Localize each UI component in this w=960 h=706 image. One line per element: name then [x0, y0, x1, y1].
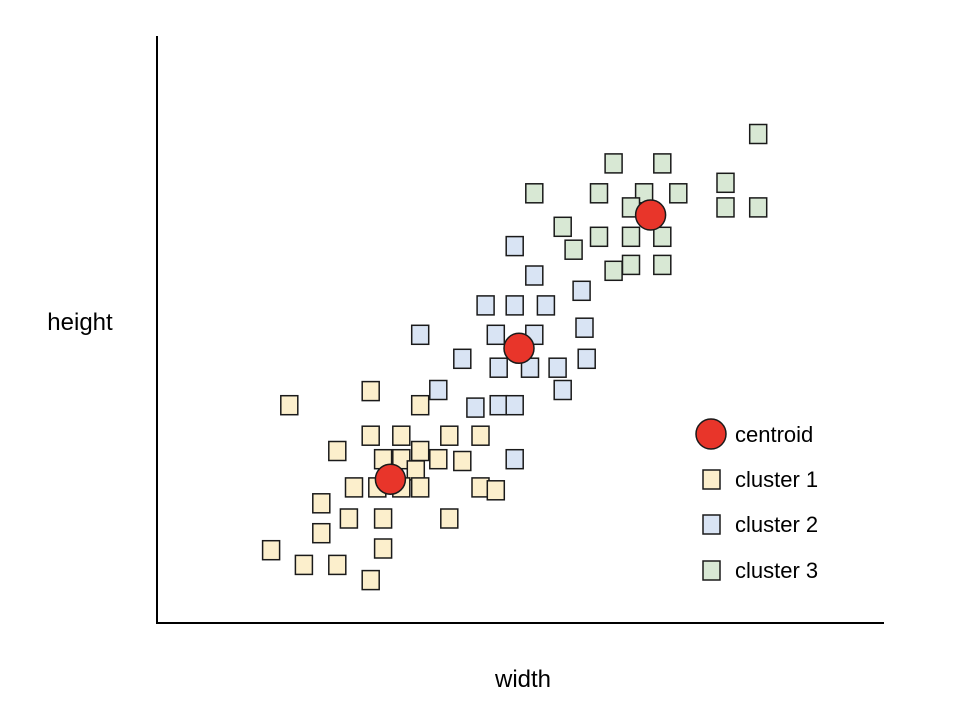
- cluster1-point-15: [344, 477, 364, 498]
- centroid-3: [634, 199, 667, 231]
- cluster1-point-1: [280, 394, 299, 416]
- cluster2-point-12: [489, 357, 508, 378]
- cluster1-point-6: [392, 425, 411, 446]
- cluster3-point-11: [748, 197, 768, 218]
- cluster3-point-18: [621, 254, 641, 276]
- cluster1-point-20: [486, 480, 506, 501]
- cluster1-point-12: [406, 460, 426, 481]
- cluster3-point-1: [748, 123, 768, 145]
- cluster1-point-2: [361, 380, 380, 402]
- cluster2-point-17: [553, 379, 572, 401]
- cluster2-point-4: [505, 295, 524, 316]
- cluster2-point-5: [536, 295, 556, 316]
- centroid-1: [374, 463, 407, 495]
- cluster1-point-3: [410, 394, 430, 416]
- cluster3-point-2: [604, 153, 623, 174]
- centroids-layer: [374, 199, 667, 495]
- cluster2-point-16: [429, 379, 448, 401]
- cluster2-point-11: [453, 348, 472, 370]
- cluster1-point-13: [429, 448, 448, 470]
- cluster3-point-7: [669, 183, 688, 204]
- cluster1-point-21: [312, 493, 331, 514]
- cluster3-point-8: [716, 172, 735, 194]
- legend-cluster2-label: cluster 2: [735, 512, 818, 537]
- cluster3-point-17: [604, 260, 623, 282]
- cluster3-point-19: [653, 254, 672, 276]
- legend-cluster3-marker: [702, 560, 721, 581]
- cluster3-point-13: [589, 226, 609, 248]
- cluster2-point-15: [577, 348, 596, 370]
- cluster2-point-3: [476, 295, 495, 316]
- legend-cluster1-marker: [702, 469, 721, 490]
- cluster2-point-1: [505, 235, 524, 257]
- cluster1-point-9: [471, 425, 490, 446]
- legend: centroid cluster 1 cluster 2 cluster 3: [695, 418, 818, 583]
- legend-centroid-label: centroid: [735, 422, 813, 447]
- cluster1-point-23: [373, 508, 393, 529]
- cluster2-point-8: [486, 324, 506, 346]
- cluster3-point-4: [525, 183, 544, 204]
- cluster1-point-30: [361, 569, 380, 591]
- cluster2-point-21: [505, 448, 524, 470]
- legend-cluster1-label: cluster 1: [735, 467, 818, 492]
- cluster1-point-8: [440, 425, 459, 446]
- cluster3-point-5: [589, 183, 609, 204]
- cluster3-point-15: [653, 226, 672, 248]
- cluster1-point-18: [410, 477, 430, 498]
- x-axis-label: width: [494, 666, 551, 693]
- cluster2-point-20: [505, 394, 524, 416]
- points-layer: [261, 123, 768, 591]
- cluster2-point-10: [575, 317, 594, 338]
- y-axis-label: height: [47, 309, 113, 336]
- cluster1-point-29: [328, 554, 347, 576]
- cluster1-point-19: [471, 477, 490, 498]
- cluster2-point-14: [548, 357, 567, 378]
- cluster3-point-3: [653, 153, 672, 174]
- cluster3-point-14: [621, 226, 641, 248]
- legend-cluster2-marker: [702, 514, 721, 535]
- cluster3-point-10: [716, 197, 735, 218]
- cluster1-point-22: [339, 508, 359, 529]
- cluster2-point-19: [489, 394, 508, 416]
- cluster2-point-7: [410, 324, 430, 346]
- cluster1-point-25: [312, 522, 331, 544]
- axes: [156, 36, 884, 624]
- cluster1-point-27: [261, 539, 281, 561]
- cluster3-point-16: [564, 239, 583, 260]
- cluster1-point-4: [328, 440, 347, 462]
- legend-centroid-marker: [695, 418, 727, 450]
- cluster2-point-6: [572, 280, 591, 302]
- cluster2-point-18: [466, 397, 485, 418]
- centroid-2: [503, 332, 535, 365]
- cluster1-point-26: [373, 538, 393, 559]
- cluster2-point-2: [525, 265, 544, 286]
- cluster1-point-28: [294, 554, 314, 576]
- cluster1-point-7: [410, 440, 430, 462]
- legend-cluster3-label: cluster 3: [735, 558, 818, 583]
- cluster1-point-5: [361, 425, 380, 446]
- cluster1-point-14: [453, 450, 472, 472]
- cluster3-point-12: [553, 216, 572, 238]
- cluster1-point-24: [440, 508, 459, 529]
